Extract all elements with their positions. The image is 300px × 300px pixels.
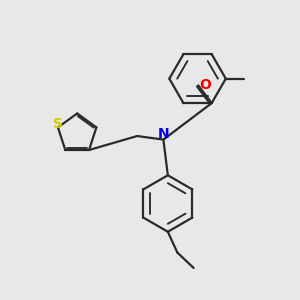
Text: S: S bbox=[53, 117, 63, 131]
Text: O: O bbox=[199, 78, 211, 92]
Text: N: N bbox=[158, 127, 169, 141]
